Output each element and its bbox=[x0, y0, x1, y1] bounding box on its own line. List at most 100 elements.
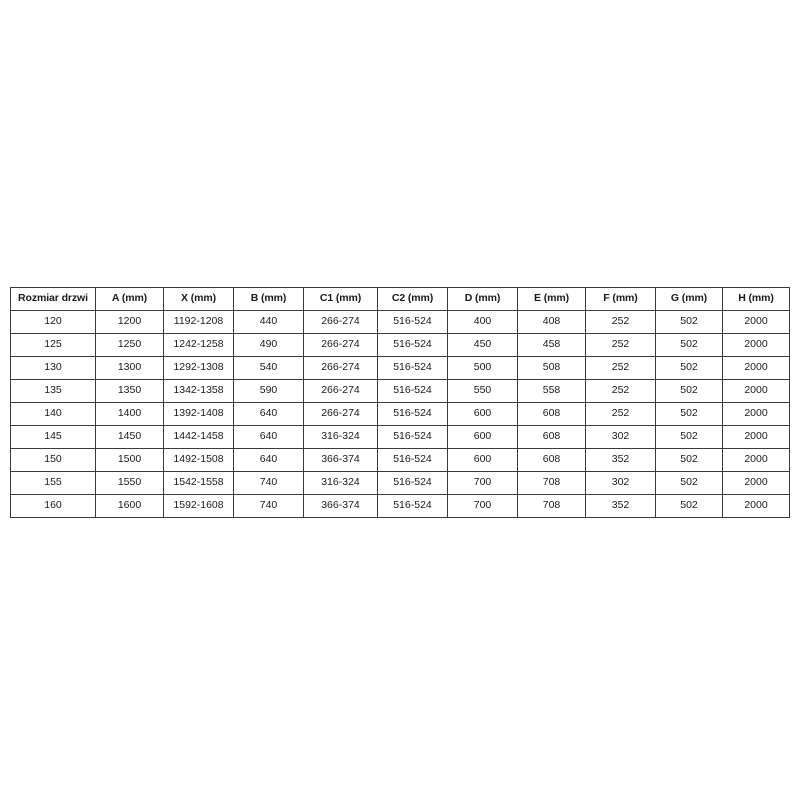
table-cell: 1292-1308 bbox=[163, 356, 234, 380]
table-cell: 2000 bbox=[722, 494, 790, 518]
table-cell: 1192-1208 bbox=[163, 310, 234, 334]
table-cell: 608 bbox=[517, 448, 586, 472]
table-cell: 502 bbox=[655, 310, 723, 334]
table-cell: 502 bbox=[655, 494, 723, 518]
table-cell: 590 bbox=[233, 379, 304, 403]
table-cell: 266-274 bbox=[303, 402, 378, 426]
specification-table-container: Rozmiar drzwi A (mm) X (mm) B (mm) C1 (mm) C2… bbox=[10, 287, 790, 518]
table-cell: 302 bbox=[585, 425, 656, 449]
table-row: 140 1400 1392-1408 640 266-274 516-524 600 608 2… bbox=[10, 402, 790, 426]
table-row: 145 1450 1442-1458 640 316-324 516-524 600 608 3… bbox=[10, 425, 790, 449]
table-cell: 708 bbox=[517, 494, 586, 518]
table-cell: 700 bbox=[447, 494, 518, 518]
table-cell: 266-274 bbox=[303, 356, 378, 380]
table-cell: 252 bbox=[585, 379, 656, 403]
table-cell: 740 bbox=[233, 494, 304, 518]
table-cell: 458 bbox=[517, 333, 586, 357]
table-cell: 2000 bbox=[722, 471, 790, 495]
table-cell: 252 bbox=[585, 310, 656, 334]
table-cell: 550 bbox=[447, 379, 518, 403]
table-cell: 558 bbox=[517, 379, 586, 403]
table-cell: 640 bbox=[233, 425, 304, 449]
table-cell: 1500 bbox=[95, 448, 164, 472]
table-cell: 700 bbox=[447, 471, 518, 495]
table-cell: 608 bbox=[517, 402, 586, 426]
table-cell: 2000 bbox=[722, 448, 790, 472]
table-cell: 502 bbox=[655, 356, 723, 380]
table-row: 135 1350 1342-1358 590 266-274 516-524 550 558 2… bbox=[10, 379, 790, 403]
table-cell: 502 bbox=[655, 448, 723, 472]
table-cell-door-size: 125 bbox=[10, 333, 96, 357]
table-cell: 1550 bbox=[95, 471, 164, 495]
table-cell: 266-274 bbox=[303, 333, 378, 357]
table-cell: 1242-1258 bbox=[163, 333, 234, 357]
table-cell: 366-374 bbox=[303, 448, 378, 472]
table-cell: 516-524 bbox=[377, 333, 448, 357]
table-column-header: X (mm) bbox=[163, 287, 234, 311]
table-cell: 600 bbox=[447, 402, 518, 426]
table-column-header: B (mm) bbox=[233, 287, 304, 311]
table-cell: 252 bbox=[585, 356, 656, 380]
table-cell: 502 bbox=[655, 402, 723, 426]
table-cell: 266-274 bbox=[303, 379, 378, 403]
table-column-header: E (mm) bbox=[517, 287, 586, 311]
table-cell: 1250 bbox=[95, 333, 164, 357]
table-cell: 2000 bbox=[722, 333, 790, 357]
table-cell: 352 bbox=[585, 448, 656, 472]
table-column-header: G (mm) bbox=[655, 287, 723, 311]
table-cell: 640 bbox=[233, 402, 304, 426]
table-column-header: H (mm) bbox=[722, 287, 790, 311]
table-cell: 508 bbox=[517, 356, 586, 380]
table-cell-door-size: 130 bbox=[10, 356, 96, 380]
table-row: 150 1500 1492-1508 640 366-374 516-524 600 608 3… bbox=[10, 448, 790, 472]
table-cell: 316-324 bbox=[303, 471, 378, 495]
table-cell: 450 bbox=[447, 333, 518, 357]
table-column-header: D (mm) bbox=[447, 287, 518, 311]
table-cell: 600 bbox=[447, 425, 518, 449]
table-cell: 1342-1358 bbox=[163, 379, 234, 403]
table-cell: 516-524 bbox=[377, 356, 448, 380]
table-cell: 1392-1408 bbox=[163, 402, 234, 426]
table-cell: 1442-1458 bbox=[163, 425, 234, 449]
table-column-header: F (mm) bbox=[585, 287, 656, 311]
table-body: 120 1200 1192-1208 440 266-274 516-524 400 408 2… bbox=[10, 310, 790, 518]
table-cell: 1492-1508 bbox=[163, 448, 234, 472]
table-cell: 1200 bbox=[95, 310, 164, 334]
table-cell: 500 bbox=[447, 356, 518, 380]
table-cell: 608 bbox=[517, 425, 586, 449]
table-cell: 2000 bbox=[722, 425, 790, 449]
table-cell: 540 bbox=[233, 356, 304, 380]
table-cell: 516-524 bbox=[377, 494, 448, 518]
table-header: Rozmiar drzwi A (mm) X (mm) B (mm) C1 (mm) C2… bbox=[10, 287, 790, 311]
table-column-header: A (mm) bbox=[95, 287, 164, 311]
table-cell: 600 bbox=[447, 448, 518, 472]
table-cell: 1400 bbox=[95, 402, 164, 426]
table-cell: 266-274 bbox=[303, 310, 378, 334]
table-cell: 316-324 bbox=[303, 425, 378, 449]
table-cell: 516-524 bbox=[377, 379, 448, 403]
table-column-header: C1 (mm) bbox=[303, 287, 378, 311]
table-row: 125 1250 1242-1258 490 266-274 516-524 450 458 2… bbox=[10, 333, 790, 357]
table-cell: 408 bbox=[517, 310, 586, 334]
table-cell-door-size: 135 bbox=[10, 379, 96, 403]
table-header-row: Rozmiar drzwi A (mm) X (mm) B (mm) C1 (mm) C2… bbox=[10, 287, 790, 311]
table-cell: 502 bbox=[655, 471, 723, 495]
table-cell: 440 bbox=[233, 310, 304, 334]
table-cell: 1592-1608 bbox=[163, 494, 234, 518]
table-cell: 490 bbox=[233, 333, 304, 357]
table-cell-door-size: 160 bbox=[10, 494, 96, 518]
table-cell: 2000 bbox=[722, 402, 790, 426]
table-cell: 516-524 bbox=[377, 402, 448, 426]
table-cell: 1542-1558 bbox=[163, 471, 234, 495]
table-cell-door-size: 120 bbox=[10, 310, 96, 334]
table-row: 120 1200 1192-1208 440 266-274 516-524 400 408 2… bbox=[10, 310, 790, 334]
table-cell: 502 bbox=[655, 425, 723, 449]
table-cell-door-size: 155 bbox=[10, 471, 96, 495]
table-cell: 2000 bbox=[722, 379, 790, 403]
table-cell: 516-524 bbox=[377, 310, 448, 334]
table-cell: 708 bbox=[517, 471, 586, 495]
table-column-header: C2 (mm) bbox=[377, 287, 448, 311]
table-column-header: Rozmiar drzwi bbox=[10, 287, 96, 311]
table-cell: 502 bbox=[655, 333, 723, 357]
table-row: 130 1300 1292-1308 540 266-274 516-524 500 508 2… bbox=[10, 356, 790, 380]
